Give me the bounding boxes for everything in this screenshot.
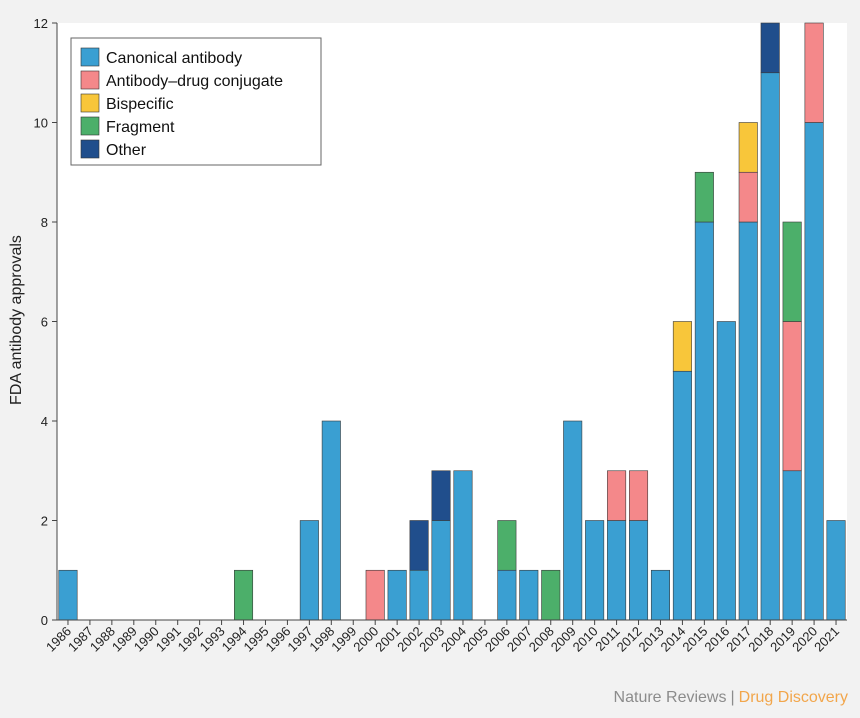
y-axis-label: FDA antibody approvals: [8, 235, 25, 405]
bar-segment: [738, 122, 758, 173]
bar-segment: [365, 569, 385, 621]
bar-segment: [387, 569, 407, 621]
credit-separator: |: [730, 689, 735, 706]
bar-segment: [629, 520, 649, 621]
y-tick-label: 4: [41, 414, 48, 429]
bar-segment: [585, 520, 605, 621]
bar-segment: [431, 520, 451, 621]
bar-segment: [672, 370, 692, 621]
bar-segment: [672, 321, 692, 372]
bar-segment: [782, 321, 802, 472]
y-tick-label: 0: [41, 613, 48, 628]
credit-journal: Drug Discovery: [738, 689, 848, 706]
bar-segment: [760, 72, 780, 621]
bars: [58, 22, 846, 621]
legend: Canonical antibody Antibody–drug conjugat…: [70, 37, 322, 166]
bar-segment: [782, 221, 802, 322]
legend-swatch: [80, 93, 100, 113]
bar-segment: [629, 470, 649, 521]
legend-label: Other: [106, 142, 147, 159]
bar-segment: [760, 22, 780, 74]
legend-label: Bispecific: [106, 96, 174, 113]
legend-label: Canonical antibody: [106, 50, 242, 67]
bar-segment: [299, 520, 319, 621]
bar-segment: [782, 470, 802, 621]
legend-label: Fragment: [106, 119, 175, 136]
legend-label: Antibody–drug conjugate: [106, 73, 283, 90]
bar-segment: [497, 569, 517, 621]
legend-swatch: [80, 139, 100, 159]
bar-segment: [694, 171, 714, 223]
y-tick-label: 8: [41, 215, 48, 230]
legend-swatch: [80, 116, 100, 136]
bar-segment: [409, 569, 429, 621]
y-tick-label: 2: [41, 514, 48, 529]
bar-segment: [650, 569, 670, 621]
bar-segment: [607, 470, 627, 521]
bar-segment: [234, 569, 254, 621]
bar-segment: [563, 420, 583, 621]
credit-line: Nature Reviews | Drug Discovery: [614, 689, 848, 707]
bar-segment: [541, 569, 561, 621]
bar-segment: [519, 569, 539, 621]
legend-box: [70, 37, 322, 166]
bar-segment: [694, 221, 714, 621]
y-tick-label: 12: [34, 16, 48, 31]
legend-swatch: [80, 70, 100, 90]
bar-segment: [716, 321, 736, 621]
bar-segment: [738, 171, 758, 223]
credit-publisher: Nature Reviews: [613, 689, 727, 706]
bar-segment: [738, 221, 758, 621]
bar-segment: [804, 122, 824, 621]
bar-segment: [607, 520, 627, 621]
y-tick-label: 6: [41, 315, 48, 330]
x-axis: 1986198719881989199019911992199319941995…: [43, 619, 847, 655]
bar-segment: [431, 470, 451, 521]
bar-segment: [321, 420, 341, 621]
y-axis: 0 2 4 6 8 10 12: [34, 16, 58, 628]
x-tick-label: 2021: [811, 624, 842, 655]
bar-segment: [804, 22, 824, 123]
bar-segment: [409, 520, 429, 571]
bar-segment: [826, 520, 846, 621]
bar-segment: [497, 520, 517, 571]
bar-segment: [58, 569, 78, 621]
legend-swatch: [80, 47, 100, 67]
bar-segment: [453, 470, 473, 621]
y-tick-label: 10: [34, 116, 48, 131]
